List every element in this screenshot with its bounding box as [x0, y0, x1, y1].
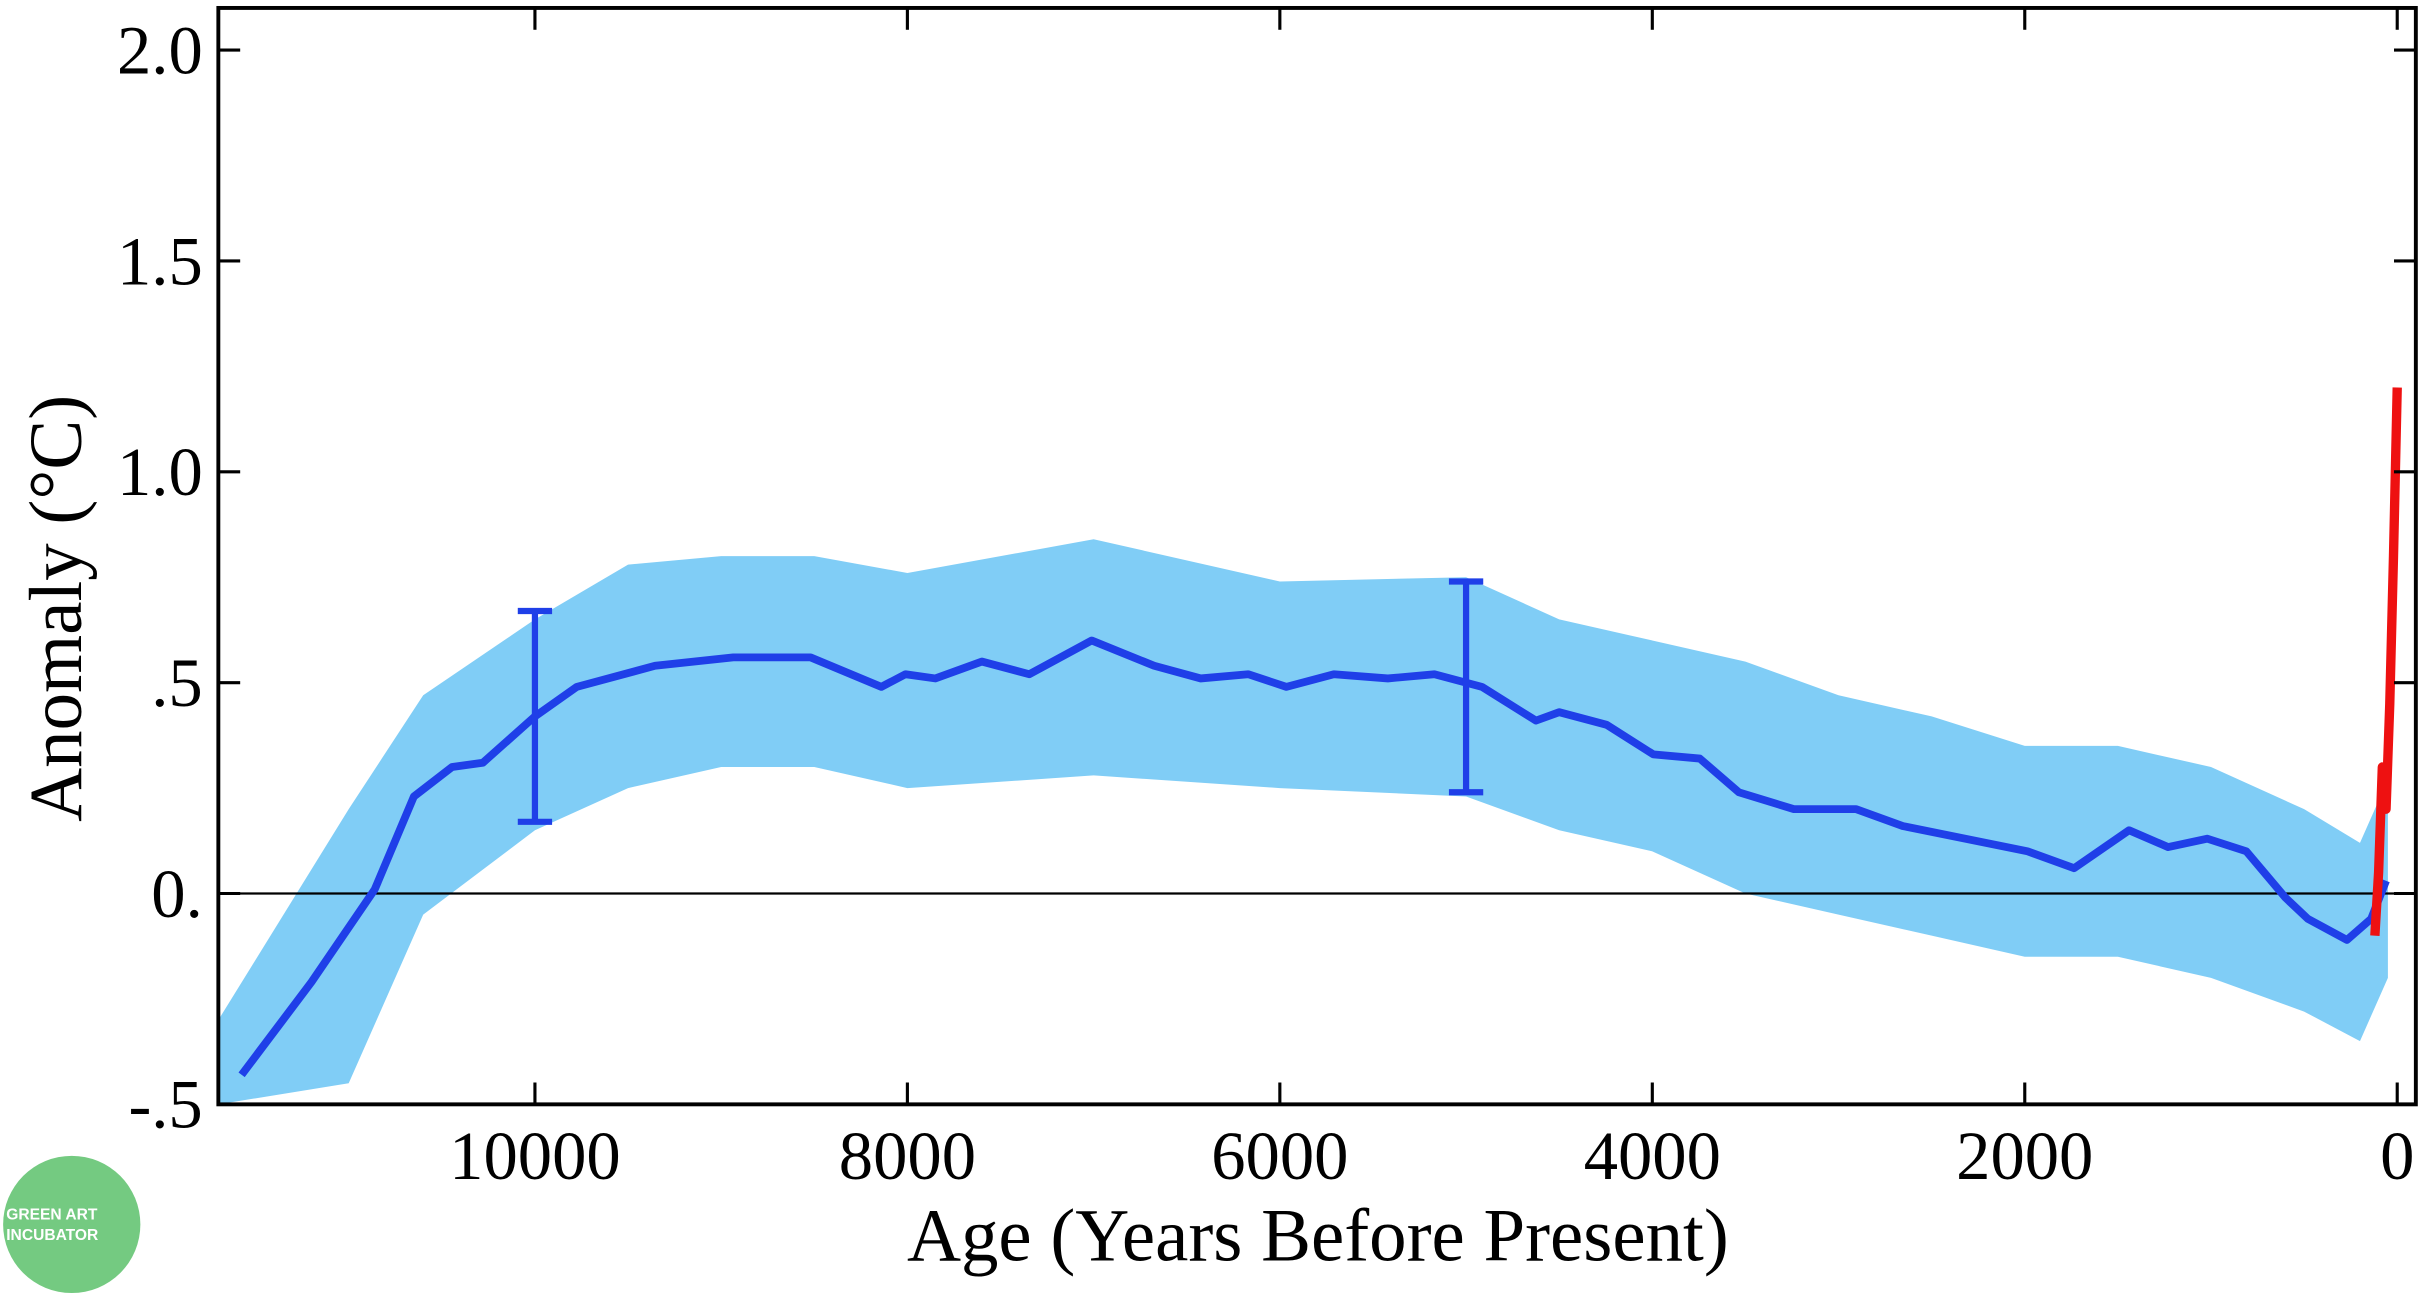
- y-tick-label: 1.0: [117, 434, 203, 510]
- logo-text: GREEN ART: [6, 1207, 98, 1224]
- y-axis-title: Anomaly (°C): [15, 395, 98, 822]
- x-tick-label: 6000: [1211, 1118, 1348, 1194]
- y-tick-label: 1.5: [117, 223, 203, 299]
- series-line: [238, 636, 2390, 1078]
- y-tick-label: 0.: [151, 856, 202, 932]
- series-line: [2370, 387, 2402, 936]
- y-tick-label: -.5: [128, 1067, 202, 1143]
- error-bar: [1448, 578, 1484, 796]
- error-bar: [517, 607, 553, 825]
- logo-blob: [3, 1155, 141, 1294]
- plot-frame: [216, 5, 2418, 1107]
- x-axis-title: Age (Years Before Present): [907, 1194, 1729, 1277]
- y-tick-label: .5: [151, 645, 202, 721]
- x-tick-label: 4000: [1584, 1118, 1721, 1194]
- uncertainty-band: [218, 539, 2388, 1105]
- x-tick-label: 10000: [449, 1118, 621, 1194]
- logo-text: INCUBATOR: [6, 1227, 98, 1244]
- data-layer: [218, 387, 2416, 1105]
- plot-area: 2.0 1.5 1.0 .5 0. -.5 10000 8000 6000 4000 2000 0: [117, 5, 2418, 1194]
- x-tick-label: 0: [2380, 1118, 2414, 1194]
- y-tick-label: 2.0: [117, 13, 203, 89]
- x-tick-label: 2000: [1956, 1118, 2093, 1194]
- logo: GREEN ART INCUBATOR: [3, 1155, 141, 1294]
- x-tick-label: 8000: [839, 1118, 976, 1194]
